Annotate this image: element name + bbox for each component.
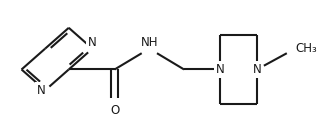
Text: CH₃: CH₃: [295, 42, 317, 55]
Text: NH: NH: [141, 36, 158, 49]
Text: O: O: [110, 104, 119, 117]
Text: N: N: [253, 63, 261, 76]
Text: N: N: [216, 63, 224, 76]
Text: N: N: [36, 84, 45, 97]
Text: N: N: [88, 36, 97, 49]
